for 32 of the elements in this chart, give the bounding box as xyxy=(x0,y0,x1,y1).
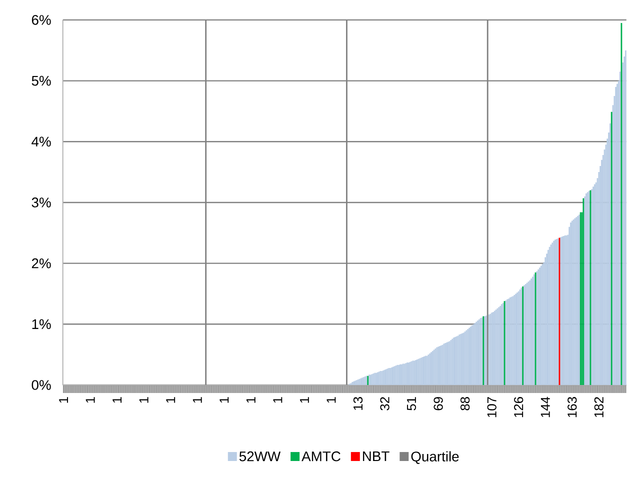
legend-label: 52WW xyxy=(239,452,281,462)
x-tick-label: 32 xyxy=(380,397,390,410)
y-tick-label: 4% xyxy=(32,136,51,147)
x-tick-label: 107 xyxy=(487,397,496,418)
legend-label: NBT xyxy=(363,452,390,462)
x-tick-label: 1 xyxy=(166,397,176,403)
x-tick-label: 163 xyxy=(568,397,577,418)
x-tick-label: 1 xyxy=(246,397,256,403)
x-tick-label: 1 xyxy=(273,397,282,403)
x-tick-label: 1 xyxy=(326,397,336,403)
x-tick-label: 88 xyxy=(460,397,470,410)
x-tick-label: 126 xyxy=(514,397,524,418)
y-tick-label: 0% xyxy=(32,380,51,390)
x-tick-label: 1 xyxy=(112,397,122,403)
x-tick-label: 1 xyxy=(192,397,202,403)
x-tick-label: 1 xyxy=(220,397,229,403)
y-tick-label: 5% xyxy=(32,76,51,86)
y-tick-label: 2% xyxy=(32,258,51,268)
x-tick-label: 69 xyxy=(434,397,443,410)
x-tick-label: 13 xyxy=(353,397,363,410)
y-tick-label: 3% xyxy=(32,198,51,208)
legend-label: Quartile xyxy=(411,451,459,464)
x-tick-label: 1 xyxy=(59,397,68,403)
x-tick-label: 51 xyxy=(407,397,416,410)
y-tick-label: 6% xyxy=(32,15,51,26)
x-tick-label: 1 xyxy=(139,397,148,403)
x-tick-label: 144 xyxy=(540,396,550,418)
x-tick-label: 1 xyxy=(86,397,95,403)
legend-label: AMTC xyxy=(302,452,340,462)
y-tick-label: 1% xyxy=(32,319,51,330)
x-tick-label: 1 xyxy=(300,397,309,403)
x-tick-label: 182 xyxy=(594,397,604,418)
